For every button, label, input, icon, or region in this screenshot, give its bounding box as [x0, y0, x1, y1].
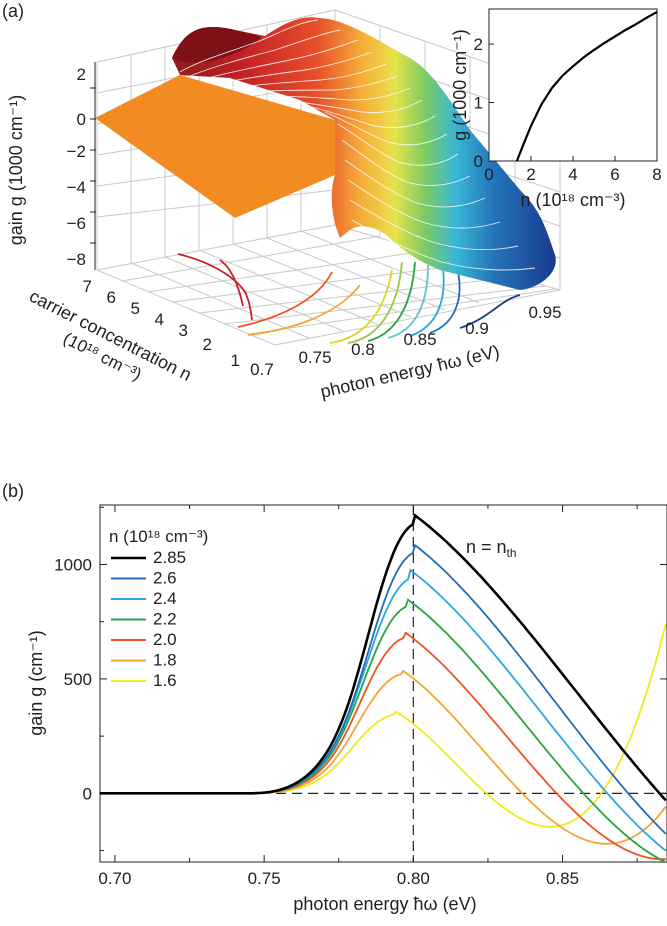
n-tick-label: 3 — [179, 321, 188, 340]
n-tick-label: 1 — [231, 351, 240, 370]
panel-a-gain-surface — [95, 17, 556, 290]
n-tick-label: 2 — [203, 335, 212, 354]
inset-x-tick-label: 8 — [652, 165, 661, 184]
z-tick-label: 0 — [77, 110, 86, 129]
x-tick-label: 0.80 — [397, 869, 430, 888]
inset-chart: 0 1 2 0 2 4 6 8 g (1000 cm⁻¹) n (10¹⁸ cm⁻³) — [450, 8, 662, 210]
inset-y-tick-label: 1 — [474, 94, 483, 113]
inset-series-line — [515, 10, 658, 162]
x-tick-label: 0.70 — [98, 869, 131, 888]
x-tick-label: 0.75 — [248, 869, 281, 888]
panel-a-n-axis: 7 6 5 4 3 2 1 carrier concentration n (1… — [26, 277, 240, 385]
series-line-2.0 — [100, 631, 666, 861]
legend: n (10¹⁸ cm⁻³) 2.85 2.62.4 2.22.0 1.81.6 — [109, 527, 208, 690]
legend-entry-label: 2.2 — [153, 610, 177, 629]
e-tick-label: 0.85 — [403, 330, 436, 349]
panel-a-e-axis: 0.7 0.75 0.8 0.85 0.9 0.95 photon energy… — [250, 303, 561, 402]
legend-title: n (10¹⁸ cm⁻³) — [109, 527, 208, 546]
panel-b-label: (b) — [2, 481, 24, 501]
n-tick-label: 7 — [83, 277, 92, 296]
z-tick-label: −8 — [67, 250, 86, 269]
inset-x-tick-label: 4 — [568, 165, 577, 184]
z-tick-label: −2 — [67, 142, 86, 161]
n-tick-label: 6 — [107, 288, 116, 307]
panel-a-label: (a) — [2, 1, 24, 21]
inset-x-tick-label: 0 — [484, 165, 493, 184]
y-tick-label: 0 — [83, 784, 92, 803]
inset-x-axis-title: n (10¹⁸ cm⁻³) — [520, 190, 625, 210]
series-line-2.2 — [100, 598, 667, 862]
series-line-1.6 — [100, 623, 667, 828]
z-tick-label: −6 — [67, 214, 86, 233]
inset-x-tick-label: 2 — [526, 165, 535, 184]
legend-entry-label: 2.85 — [153, 548, 186, 567]
z-tick-label: −4 — [67, 178, 86, 197]
e-tick-label: 0.8 — [351, 340, 375, 359]
series-line-2.85 — [100, 513, 667, 802]
legend-entry-label: 2.0 — [153, 630, 177, 649]
legend-entry-label: 1.8 — [153, 651, 177, 670]
threshold-annotation: n = nth — [466, 537, 517, 560]
panel-a-z-axis: 2 0 −2 −4 −6 −8 gain g (1000 cm⁻¹) — [6, 62, 96, 270]
y-tick-label: 500 — [64, 670, 92, 689]
e-tick-label: 0.9 — [465, 319, 489, 338]
n-tick-label: 4 — [155, 310, 164, 329]
y-tick-label: 1000 — [54, 556, 92, 575]
e-tick-label: 0.95 — [528, 303, 561, 322]
x-tick-label: 0.85 — [546, 869, 579, 888]
inset-frame — [488, 8, 658, 162]
e-tick-label: 0.75 — [298, 348, 331, 367]
inset-y-tick-label: 0 — [474, 152, 483, 171]
n-tick-label: 5 — [131, 299, 140, 318]
inset-y-tick-label: 2 — [474, 35, 483, 54]
panel-b-frame — [99, 504, 667, 863]
z-axis-title: gain g (1000 cm⁻¹) — [6, 95, 26, 246]
inset-x-tick-label: 6 — [610, 165, 619, 184]
e-axis-title: photon energy ħω (eV) — [318, 341, 501, 402]
legend-entry-label: 2.6 — [153, 569, 177, 588]
e-tick-label: 0.7 — [250, 360, 274, 379]
panel-a-floor-contours — [177, 253, 521, 344]
panel-b-y-axis-title: gain g (cm⁻¹) — [26, 630, 46, 736]
inset-y-axis-title: g (1000 cm⁻¹) — [450, 29, 470, 141]
series-line-2.4 — [100, 568, 667, 852]
legend-entry-label: 1.6 — [153, 671, 177, 690]
panel-b-chart: 0.70 0.75 0.80 0.85 0 500 1000 n = nth photon … — [26, 504, 667, 914]
panel-b-x-axis-title: photon energy ħω (eV) — [293, 894, 476, 914]
legend-entry-label: 2.4 — [153, 589, 177, 608]
z-tick-label: 2 — [77, 65, 86, 84]
